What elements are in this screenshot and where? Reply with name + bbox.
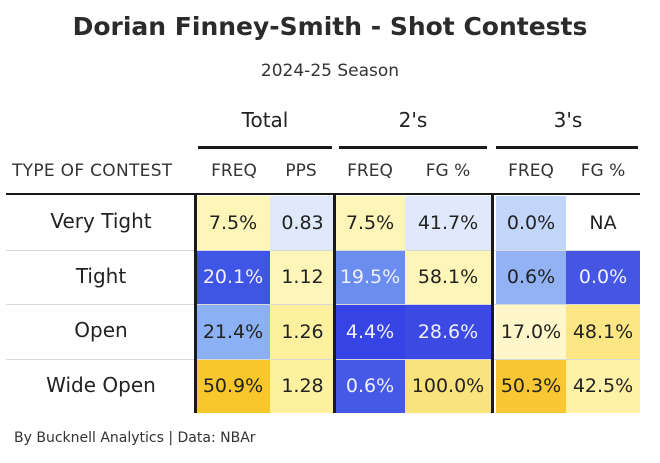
row-label: Very Tight bbox=[50, 209, 152, 233]
table-cell: 50.3% bbox=[496, 359, 566, 413]
table-cell: 1.12 bbox=[270, 250, 335, 304]
table-cell: 48.1% bbox=[566, 305, 640, 359]
table-cell: 1.28 bbox=[270, 359, 335, 413]
table-cell: 42.5% bbox=[566, 359, 640, 413]
table-cell: 20.1% bbox=[196, 250, 270, 304]
table-cell: 4.4% bbox=[335, 305, 405, 359]
col-head-twos-freq: FREQ bbox=[347, 161, 393, 181]
table-cell: 17.0% bbox=[496, 305, 566, 359]
chart-title: Dorian Finney-Smith - Shot Contests bbox=[72, 12, 588, 41]
group-divider bbox=[333, 195, 336, 413]
table-cell: 7.5% bbox=[196, 196, 270, 250]
group-rule-twos bbox=[339, 146, 487, 149]
table-cell: 19.5% bbox=[335, 250, 405, 304]
row-header-label: TYPE OF CONTEST bbox=[12, 161, 173, 181]
table-cell: 28.6% bbox=[405, 305, 491, 359]
group-label-twos: 2's bbox=[398, 108, 428, 132]
col-head-threes-fg: FG % bbox=[580, 161, 626, 181]
row-label: Wide Open bbox=[46, 372, 156, 397]
group-divider bbox=[194, 195, 197, 413]
table-cell: 1.26 bbox=[270, 305, 335, 359]
chart-subtitle: 2024-25 Season bbox=[260, 61, 400, 81]
table-cell: 50.9% bbox=[196, 359, 270, 413]
row-label: Tight bbox=[75, 263, 127, 288]
footer-credit: By Bucknell Analytics | Data: NBAr bbox=[14, 430, 256, 446]
row-label: Open bbox=[74, 318, 128, 342]
table-cell: 0.0% bbox=[496, 196, 566, 250]
group-label-threes: 3's bbox=[553, 108, 583, 132]
table-cell: 0.6% bbox=[335, 359, 405, 413]
table-cell: 41.7% bbox=[405, 196, 491, 250]
col-head-threes-freq: FREQ bbox=[508, 161, 554, 181]
row-separator bbox=[6, 304, 640, 305]
group-rule-total bbox=[198, 146, 332, 149]
table-cell: 58.1% bbox=[405, 250, 491, 304]
header-rule bbox=[6, 193, 640, 195]
table-cell: 0.6% bbox=[496, 250, 566, 304]
table-cell: 0.83 bbox=[270, 196, 335, 250]
table-cell: 21.4% bbox=[196, 305, 270, 359]
table-cell: NA bbox=[566, 196, 640, 250]
group-divider bbox=[491, 195, 494, 413]
table-cell: 0.0% bbox=[566, 250, 640, 304]
row-separator bbox=[6, 249, 640, 251]
col-head-total-pps: PPS bbox=[285, 161, 317, 181]
col-head-twos-fg: FG % bbox=[425, 161, 471, 181]
table-cell: 100.0% bbox=[405, 359, 491, 413]
table-cell: 7.5% bbox=[335, 196, 405, 250]
row-separator bbox=[6, 358, 640, 360]
group-rule-threes bbox=[496, 146, 638, 149]
group-label-total: Total bbox=[241, 108, 289, 132]
col-head-total-freq: FREQ bbox=[211, 161, 257, 181]
